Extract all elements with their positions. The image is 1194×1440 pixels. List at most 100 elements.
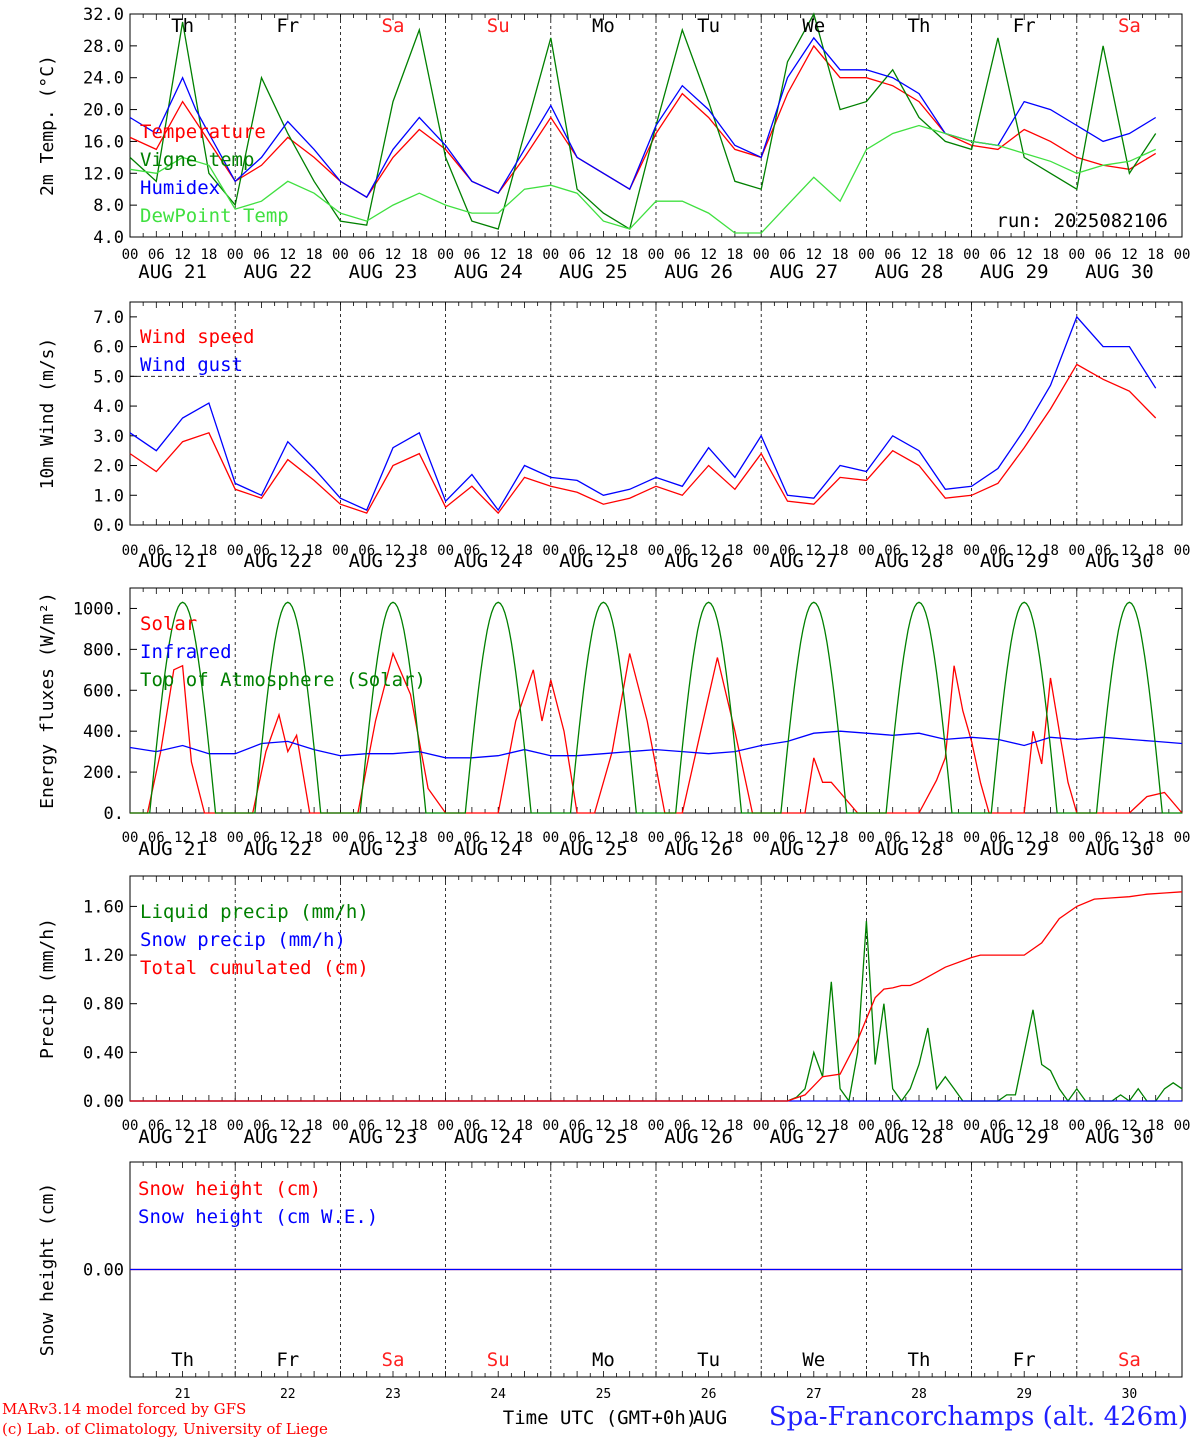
hour-tick-label: 00 [332,1118,349,1134]
date-label: AUG 21 [138,550,207,572]
day-number-label: 26 [701,1387,717,1402]
hour-tick-label: 06 [148,247,165,263]
series-line [129,12,1157,231]
y-tick-label: 6.0 [93,338,124,358]
hour-tick-label: 06 [989,1118,1006,1134]
hour-tick-label: 00 [1174,830,1191,846]
hour-tick-label: 06 [253,543,270,559]
hour-tick-label: 00 [122,247,139,263]
hour-tick-label: 00 [437,543,454,559]
day-number-label: 28 [911,1387,927,1402]
hour-tick-label: 12 [1121,247,1138,263]
hour-tick-label: 18 [411,830,428,846]
date-label: AUG 26 [664,261,733,283]
day-number-label: 27 [806,1387,822,1402]
date-label: AUG 29 [980,261,1049,283]
hour-tick-label: 12 [911,1118,928,1134]
day-number-label: 23 [385,1387,401,1402]
hour-tick-label: 12 [805,1118,822,1134]
hour-tick-label: 12 [490,830,507,846]
hour-tick-label: 18 [1147,543,1164,559]
date-label: AUG 23 [349,838,418,860]
y-tick-label: 4.0 [93,228,124,248]
hour-tick-label: 00 [858,543,875,559]
hour-tick-label: 00 [332,543,349,559]
series-line [130,601,1182,814]
date-label: AUG 22 [243,1126,312,1148]
hour-tick-label: 06 [569,830,586,846]
legend-entry: Wind gust [140,354,243,376]
hour-tick-label: 12 [805,247,822,263]
series-line [129,315,1157,512]
hour-tick-label: 18 [832,247,849,263]
date-label: AUG 25 [559,261,628,283]
y-tick-label: 20.0 [83,101,124,121]
hour-tick-label: 12 [1016,247,1033,263]
y-tick-label: 400. [83,722,124,742]
day-abbr-label: Th [171,15,194,37]
run-label: run: 2025082106 [996,210,1168,232]
date-label: AUG 24 [454,838,523,860]
date-label: AUG 29 [980,1126,1049,1148]
day-abbr-label: Su [487,15,510,37]
hour-tick-label: 18 [200,830,217,846]
hour-tick-label: 18 [937,1118,954,1134]
hour-tick-label: 12 [911,247,928,263]
credit-lab: (c) Lab. of Climatology, University of L… [2,1420,328,1438]
y-tick-label: 0.0 [93,516,124,536]
hour-tick-label: 12 [174,830,191,846]
date-label: AUG 22 [243,261,312,283]
hour-tick-label: 12 [490,247,507,263]
hour-tick-label: 18 [832,543,849,559]
day-number-label: 22 [280,1387,296,1402]
hour-tick-label: 18 [621,543,638,559]
hour-tick-label: 06 [569,1118,586,1134]
hour-tick-label: 06 [779,1118,796,1134]
hour-tick-label: 06 [674,543,691,559]
day-abbr-label: Fr [1013,1349,1036,1371]
hour-tick-label: 00 [122,830,139,846]
hour-tick-label: 00 [227,543,244,559]
date-label: AUG 28 [875,838,944,860]
y-tick-label: 24.0 [83,69,124,89]
legend-entry: Infrared [140,641,232,663]
hour-tick-label: 00 [332,830,349,846]
date-label: AUG 24 [454,550,523,572]
date-label: AUG 27 [769,261,838,283]
hour-tick-label: 06 [148,830,165,846]
date-label: AUG 26 [664,838,733,860]
date-label: AUG 21 [138,838,207,860]
hour-tick-label: 12 [385,1118,402,1134]
hour-tick-label: 06 [463,543,480,559]
hour-tick-label: 06 [989,543,1006,559]
hour-tick-label: 12 [700,830,717,846]
y-tick-label: 16.0 [83,132,124,152]
day-abbr-label: Sa [382,15,405,37]
day-abbr-label: Sa [382,1349,405,1371]
hour-tick-label: 12 [1016,543,1033,559]
day-abbr-label: Mo [592,1349,615,1371]
y-tick-label: 800. [83,640,124,660]
hour-tick-label: 12 [1121,1118,1138,1134]
hour-tick-label: 06 [884,830,901,846]
date-label: AUG 24 [454,261,523,283]
series-line [130,651,1183,814]
hour-tick-label: 12 [911,830,928,846]
day-number-label: 24 [490,1387,506,1402]
y-tick-label: 5.0 [93,367,124,387]
hour-tick-label: 18 [516,830,533,846]
date-label: AUG 28 [875,1126,944,1148]
y-tick-label: 2.0 [93,457,124,477]
legend-entry: Total cumulated (cm) [140,957,369,979]
hour-tick-label: 18 [516,1118,533,1134]
hour-tick-label: 12 [174,247,191,263]
y-tick-label: 1.0 [93,486,124,506]
hour-tick-label: 00 [122,543,139,559]
hour-tick-label: 00 [648,830,665,846]
legend-entry: Snow height (cm W.E.) [138,1206,378,1228]
hour-tick-label: 18 [726,543,743,559]
hour-tick-label: 12 [174,543,191,559]
legend-entry: Humidex [140,177,220,199]
series-line [130,891,1183,1102]
